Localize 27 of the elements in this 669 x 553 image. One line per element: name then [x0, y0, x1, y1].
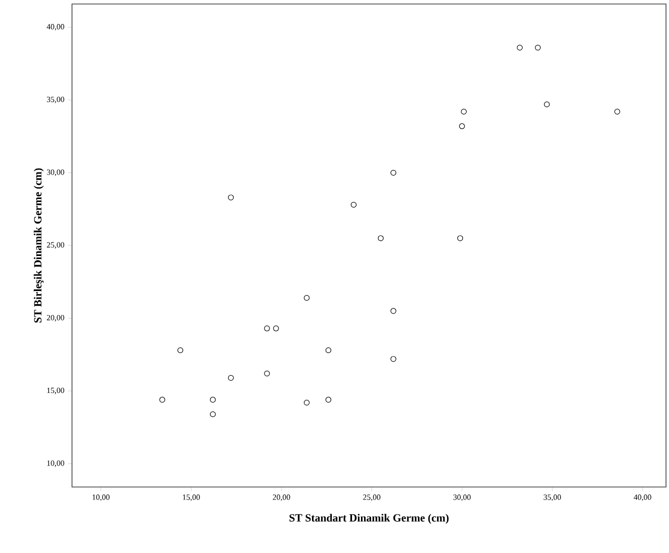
point [304, 294, 310, 301]
point [459, 123, 465, 130]
point [325, 347, 332, 354]
point [516, 44, 523, 51]
point [304, 400, 310, 406]
point [210, 396, 216, 403]
point [390, 356, 396, 362]
point [457, 235, 464, 242]
point [228, 374, 234, 381]
y-axis-title: ST Birleşik Dinamik Germe (cm) [34, 168, 44, 323]
point [210, 411, 216, 418]
point [159, 396, 166, 403]
x-axis-title: ST Standart Dinamik Germe (cm) [290, 514, 449, 524]
point [177, 347, 184, 354]
point [614, 108, 620, 115]
point [264, 326, 270, 332]
point [544, 101, 550, 108]
point [273, 326, 279, 332]
point [264, 370, 270, 376]
point [390, 170, 396, 176]
point [390, 308, 396, 314]
point [378, 235, 384, 242]
point [228, 194, 234, 200]
point [350, 202, 357, 208]
point [460, 108, 467, 115]
point [534, 44, 541, 51]
point [325, 396, 332, 403]
